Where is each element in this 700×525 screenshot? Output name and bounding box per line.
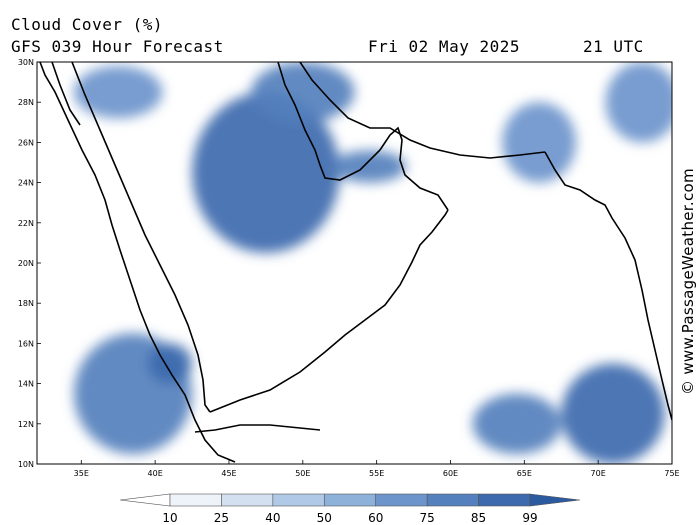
- lat-tick-label: 30N: [18, 58, 34, 67]
- lat-tick-label: 14N: [18, 380, 34, 389]
- lon-tick-label: 45E: [221, 469, 236, 478]
- lon-tick-label: 40E: [148, 469, 163, 478]
- lat-tick-label: 22N: [18, 219, 34, 228]
- lat-tick-label: 16N: [18, 339, 34, 348]
- colorbar-segment: [426, 493, 479, 507]
- lon-tick-label: 70E: [591, 469, 606, 478]
- cloud-area-gulf-north: [251, 62, 355, 123]
- cloud-area-arabian-sea-east: [561, 363, 665, 464]
- lon-tick-label: 60E: [443, 469, 458, 478]
- colorbar: 10 25 40 50 60 75 85 99: [119, 493, 581, 525]
- colorbar-segment: [375, 493, 428, 507]
- cloud-layer: [73, 62, 672, 464]
- longitude-axis: 35E 40E 45E 50E 55E 60E 65E 70E 75E: [74, 460, 680, 478]
- colorbar-label: 99: [522, 511, 537, 525]
- model-forecast-label: GFS 039 Hour Forecast: [11, 37, 224, 56]
- credit-text: © www.PassageWeather.com: [679, 168, 697, 395]
- latitude-axis: 10N 12N 14N 16N 18N 20N 22N 24N 26N 28N 30N: [18, 58, 41, 469]
- colorbar-segment: [221, 493, 274, 507]
- lon-tick-label: 35E: [74, 469, 89, 478]
- lat-tick-label: 20N: [18, 259, 34, 268]
- cloud-area-red-sea-south: [147, 343, 193, 384]
- cloud-area-central-arabia: [192, 92, 340, 253]
- lat-tick-label: 10N: [18, 460, 34, 469]
- cloud-area-pakistan: [502, 102, 577, 183]
- chart-title: Cloud Cover (%): [11, 15, 163, 34]
- lon-tick-label: 75E: [664, 469, 679, 478]
- colorbar-label: 50: [317, 511, 332, 525]
- cloud-area-ne-corner: [605, 62, 672, 143]
- colorbar-segment: [323, 493, 377, 507]
- colorbar-label: 60: [368, 511, 383, 525]
- lat-tick-label: 12N: [18, 420, 34, 429]
- colorbar-label: 75: [420, 511, 435, 525]
- colorbar-label: 85: [471, 511, 486, 525]
- colorbar-label: 10: [162, 511, 177, 525]
- lon-tick-label: 55E: [369, 469, 384, 478]
- lon-tick-label: 65E: [517, 469, 532, 478]
- coastlines: [39, 62, 672, 463]
- lat-tick-label: 26N: [18, 138, 34, 147]
- colorbar-low-triangle: [119, 493, 171, 507]
- lon-tick-label: 50E: [295, 469, 310, 478]
- cloud-area-arabian-sea-mid: [472, 393, 562, 454]
- lat-tick-label: 24N: [18, 179, 34, 188]
- cloud-area-iraq-north: [73, 66, 163, 119]
- lat-tick-label: 28N: [18, 98, 34, 107]
- lat-tick-label: 18N: [18, 299, 34, 308]
- forecast-date: Fri 02 May 2025: [368, 37, 520, 56]
- colorbar-segment: [478, 493, 531, 507]
- colorbar-label: 25: [214, 511, 229, 525]
- colorbar-label: 40: [265, 511, 280, 525]
- forecast-time: 21 UTC: [583, 37, 644, 56]
- colorbar-segment: [272, 493, 325, 507]
- colorbar-segment: [169, 493, 222, 507]
- colorbar-high-triangle: [529, 493, 581, 507]
